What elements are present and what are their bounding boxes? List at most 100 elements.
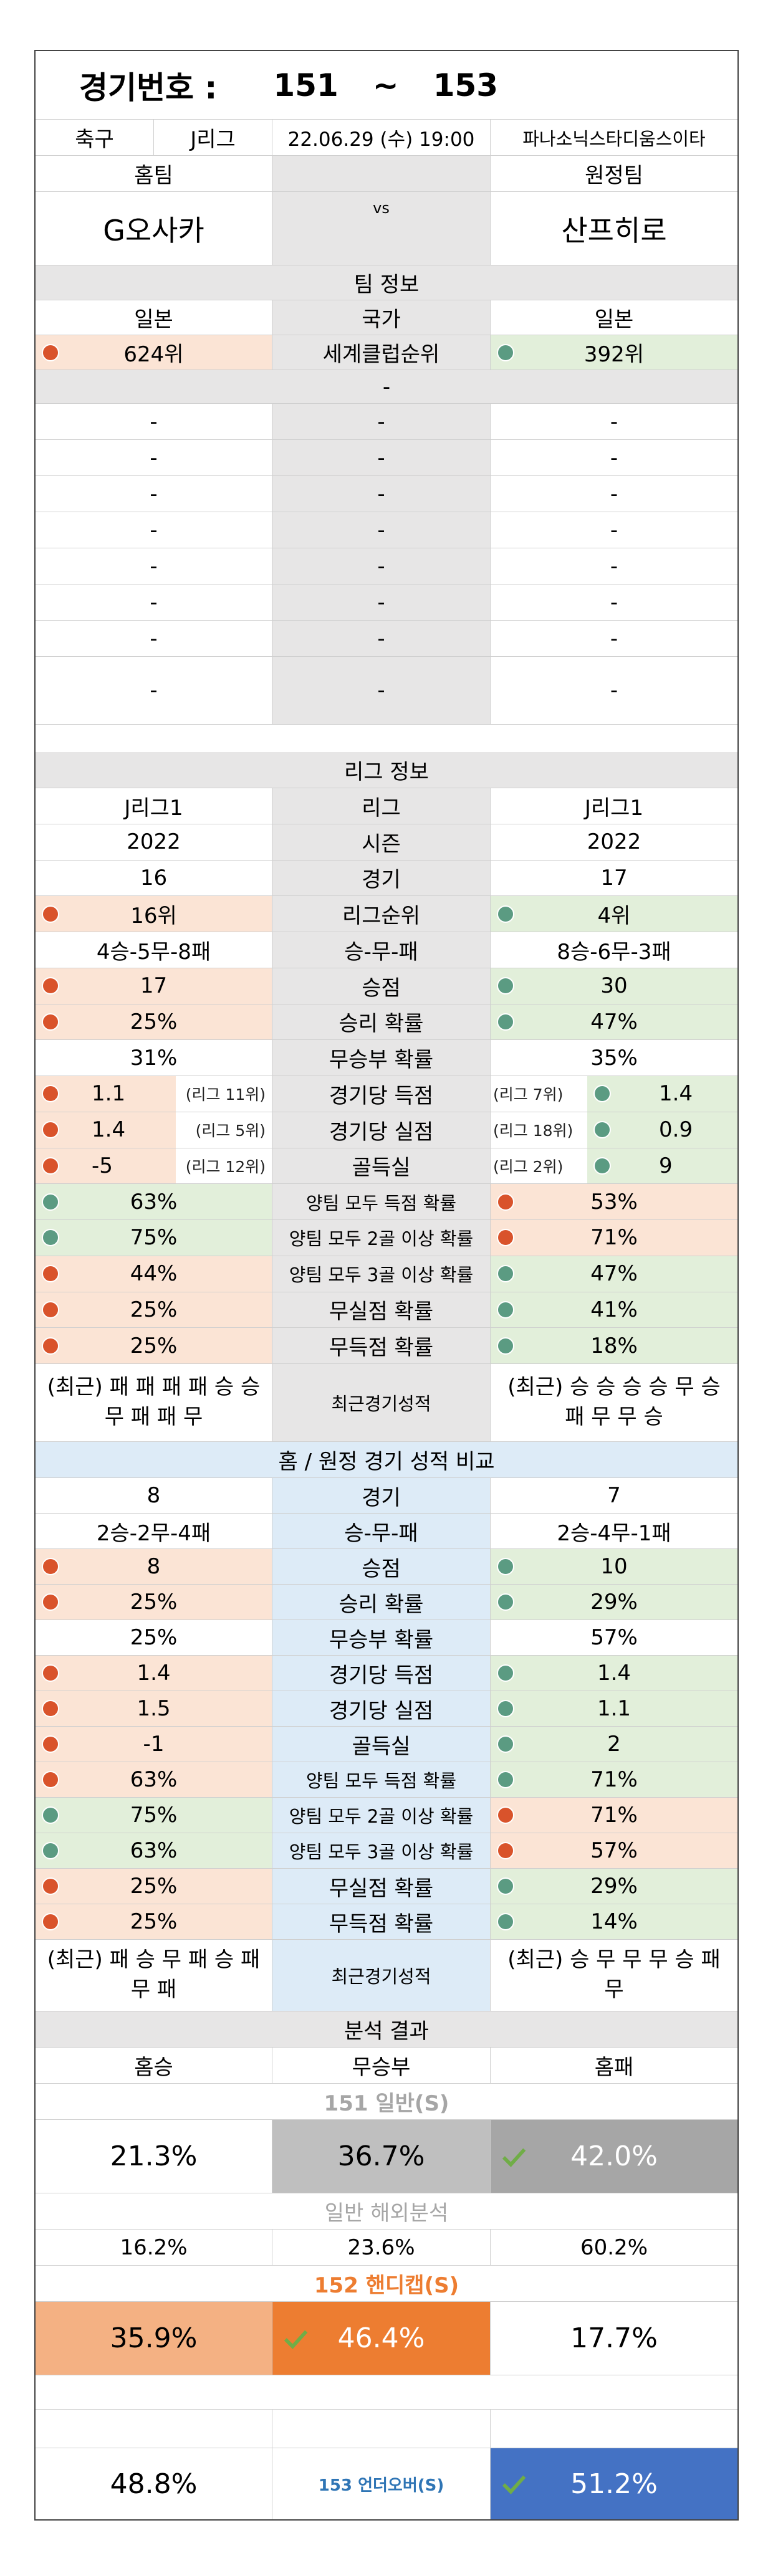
dash-cell: - [36,621,272,656]
handicap-home-loss: 17.7% [570,2322,658,2354]
dash-cell: - [610,626,618,651]
venue-info-title: 홈 / 원정 경기 성적 비교 [278,1449,495,1474]
draw-label: 무승부 [272,2048,491,2083]
home-team-label: 홈팀 [36,156,272,191]
dash-cell: - [610,517,618,543]
dash-cell: - [610,481,618,507]
home-league-rank: (리그 11위) [185,1085,266,1104]
team-label-row: 홈팀 원정팀 [36,156,737,192]
stat-row: 63% 양팀 모두 3골 이상 확률 57% [36,1833,737,1869]
away-indicator-icon [593,1157,611,1175]
home-value: 16위 [130,904,177,929]
dash-cell: - [36,584,272,620]
overseas-home-loss: 60.2% [580,2235,648,2260]
general-home-loss: 42.0% [570,2140,658,2172]
away-value: 57% [590,1838,638,1863]
away-value: 7 [607,1483,621,1508]
away-value: 35% [590,1045,638,1071]
stat-label: 골득실 [272,1148,491,1184]
home-indicator-icon [42,1229,59,1247]
away-indicator-icon [497,1700,514,1717]
home-value: 44% [130,1261,178,1287]
match-number-to: 153 [433,67,499,103]
home-indicator-icon [42,1913,59,1930]
stat-label: 양팀 모두 득점 확률 [272,1184,491,1219]
handicap-result-row: 35.9% 46.4% 17.7% [36,2302,737,2375]
dash-cell: - [36,476,272,512]
stat-row: 17 승점 30 [36,968,737,1004]
dash-cell: - [272,584,491,620]
dash-cell: - [272,657,491,724]
away-indicator-icon [497,1337,514,1355]
stat-label: 리그 [272,788,491,824]
away-indicator-icon [497,1593,514,1611]
stat-label: 양팀 모두 득점 확률 [272,1762,491,1797]
home-value: 25% [130,1009,178,1034]
home-value: 63% [130,1838,178,1863]
home-value: 8 [146,1483,161,1508]
general-title: 151 일반(S) [324,2091,449,2116]
stat-row: 2022 시즌 2022 [36,824,737,861]
home-value: 63% [130,1767,178,1792]
home-indicator-icon [42,1157,59,1175]
stat-row: 63% 양팀 모두 득점 확률 71% [36,1762,737,1798]
home-value: 75% [130,1225,178,1251]
stat-row: 75% 양팀 모두 2골 이상 확률 71% [36,1220,737,1256]
away-indicator-icon [497,1664,514,1682]
away-value: 57% [590,1625,638,1650]
stat-row: 2승-2무-4패 승-무-패 2승-4무-1패 [36,1514,737,1549]
match-datetime: 22.06.29 (수) 19:00 [272,120,491,155]
home-value: 31% [130,1045,178,1071]
away-rank-indicator-icon [497,343,514,361]
away-indicator-icon [593,1121,611,1139]
dash-cell: - [610,589,618,615]
home-indicator-icon [42,1337,59,1355]
home-country: 일본 [36,300,272,335]
away-indicator-icon [497,1193,514,1211]
away-value: 0.9 [659,1117,693,1143]
team-info-header: 팀 정보 [36,265,737,300]
home-win-label: 홈승 [36,2048,272,2083]
stat-label: 승-무-패 [272,1514,491,1548]
dash-cell: - [610,678,618,703]
away-indicator-icon [497,1913,514,1930]
recent-form-label: 최근경기성적 [272,1364,491,1441]
home-value: -1 [143,1732,165,1757]
match-number-from: 151 [273,67,338,103]
dash-cell: - [36,548,272,584]
home-value: J리그1 [124,795,183,821]
home-indicator-icon [42,1265,59,1283]
under-over-row: 48.8% 153 언더오버(S) 51.2% [36,2448,737,2519]
blank-cell: - [382,374,391,399]
home-league-rank: (리그 5위) [195,1122,266,1140]
away-indicator-icon [497,1558,514,1575]
general-result-row: 21.3% 36.7% 42.0% [36,2120,737,2193]
home-indicator-icon [42,1558,59,1575]
world-rank-label: 세계클럽순위 [272,335,491,370]
home-indicator-icon [42,1771,59,1788]
home-indicator-icon [42,1842,59,1859]
dash-cell: - [36,657,272,724]
handicap-draw: 46.4% [337,2322,425,2354]
stat-row: 1.4 경기당 득점 1.4 [36,1656,737,1691]
away-indicator-icon [497,1300,514,1319]
stat-row: J리그1 리그 J리그1 [36,788,737,824]
stat-row: 25% 무득점 확률 14% [36,1904,737,1940]
away-league-rank: (리그 2위) [493,1157,564,1176]
team-info-dash-row: --- [36,440,737,476]
away-value: 10 [600,1554,628,1579]
stat-row: 25% 무승부 확률 57% [36,1620,737,1656]
stat-row: 1.1 (리그 11위) 경기당 득점 (리그 7위) 1.4 [36,1076,737,1112]
away-indicator-icon [497,977,514,995]
league-recent-row: (최근) 패 패 패 패 승 승 무 패 패 무 최근경기성적 (최근) 승 승… [36,1364,737,1442]
away-country: 일본 [594,307,634,332]
away-value: 8승-6무-3패 [557,939,671,965]
handicap-title: 152 핸디캡(S) [314,2273,459,2298]
stat-row: 1.4 (리그 5위) 경기당 실점 (리그 18위) 0.9 [36,1112,737,1148]
general-title-row: 151 일반(S) [36,2084,737,2120]
stat-label: 승점 [272,968,491,1004]
stat-label: 골득실 [272,1727,491,1762]
stat-label: 경기당 실점 [272,1112,491,1148]
stat-label: 무득점 확률 [272,1328,491,1363]
home-value: 16 [140,865,168,890]
